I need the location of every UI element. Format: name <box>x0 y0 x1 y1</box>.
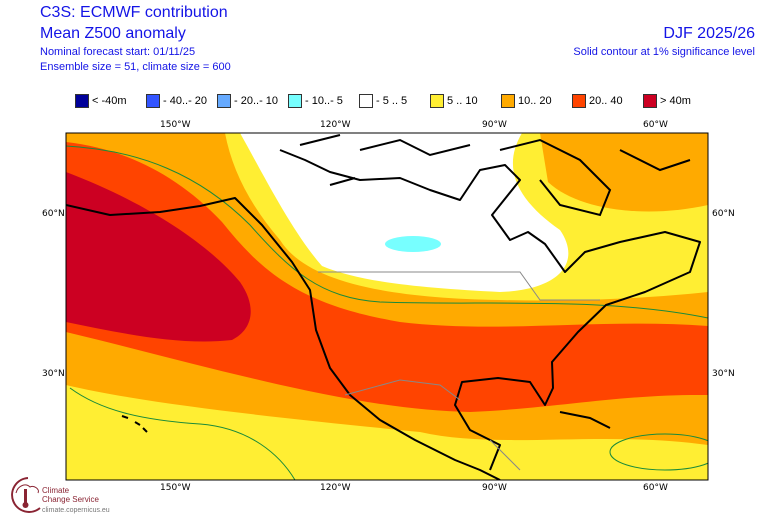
hawaii <box>121 415 148 433</box>
legend-label: > 40m <box>660 95 691 107</box>
legend-item: - 40..- 20 <box>146 94 217 108</box>
legend-swatch <box>501 94 515 108</box>
color-legend: < -40m - 40..- 20 - 20..- 10 - 10..- 5 - 5 .… <box>75 94 714 108</box>
lon-tick-90w-bottom: 90°W <box>482 483 507 493</box>
legend-label: 20.. 40 <box>589 95 623 107</box>
legend-swatch <box>430 94 444 108</box>
legend-item: < -40m <box>75 94 146 108</box>
legend-item: > 40m <box>643 94 714 108</box>
zone-10-20-north <box>540 133 708 212</box>
legend-swatch <box>75 94 89 108</box>
lon-tick-90w: 90°W <box>482 120 507 130</box>
legend-item: - 5 .. 5 <box>359 94 430 108</box>
zone-20-40 <box>66 142 708 412</box>
lat-tick-30n: 30°N <box>42 369 65 379</box>
logo-url: climate.copernicus.eu <box>42 507 110 514</box>
zone-neutral <box>240 133 569 292</box>
forecast-start: Nominal forecast start: 01/11/25 <box>40 46 196 58</box>
legend-label: - 10..- 5 <box>305 95 343 107</box>
lat-tick-60n-right: 60°N <box>712 209 735 219</box>
logo-text-line1: Climate <box>42 486 70 495</box>
subtitle: Mean Z500 anomaly <box>40 25 186 42</box>
significance-note: Solid contour at 1% significance level <box>573 46 755 58</box>
legend-item: 10.. 20 <box>501 94 572 108</box>
legend-label: 5 .. 10 <box>447 95 478 107</box>
significance-contour <box>609 433 708 471</box>
legend-swatch <box>288 94 302 108</box>
legend-label: 10.. 20 <box>518 95 552 107</box>
legend-label: - 40..- 20 <box>163 95 208 107</box>
lat-tick-30n-right: 30°N <box>712 369 735 379</box>
significance-contour <box>66 145 708 319</box>
legend-swatch <box>146 94 160 108</box>
legend-item: 5 .. 10 <box>430 94 501 108</box>
arctic-islands <box>299 134 691 217</box>
legend-swatch <box>217 94 231 108</box>
copernicus-logo-icon <box>11 477 41 513</box>
title: C3S: ECMWF contribution <box>40 4 228 21</box>
ensemble-size: Ensemble size = 51, climate size = 600 <box>40 61 231 73</box>
legend-swatch <box>572 94 586 108</box>
legend-item: - 10..- 5 <box>288 94 359 108</box>
legend-label: - 20..- 10 <box>234 95 279 107</box>
lon-tick-150w-bottom: 150°W <box>160 483 191 493</box>
coastline <box>66 149 701 480</box>
zone-minus-10-5 <box>385 236 441 252</box>
cuba <box>559 411 611 429</box>
legend-label: < -40m <box>92 95 127 107</box>
lon-tick-60w: 60°W <box>643 120 668 130</box>
lon-tick-150w: 150°W <box>160 120 191 130</box>
map-frame <box>65 132 709 481</box>
legend-item: 20.. 40 <box>572 94 643 108</box>
significance-contour <box>69 387 296 480</box>
legend-item: - 20..- 10 <box>217 94 288 108</box>
legend-swatch <box>359 94 373 108</box>
lat-tick-60n: 60°N <box>42 209 65 219</box>
season-label: DJF 2025/26 <box>663 25 755 42</box>
lon-tick-120w-bottom: 120°W <box>320 483 351 493</box>
lon-tick-60w-bottom: 60°W <box>643 483 668 493</box>
legend-swatch <box>643 94 657 108</box>
border <box>318 271 600 471</box>
legend-label: - 5 .. 5 <box>376 95 408 107</box>
lon-tick-120w: 120°W <box>320 120 351 130</box>
logo-text-line2: Change Service <box>42 495 99 504</box>
